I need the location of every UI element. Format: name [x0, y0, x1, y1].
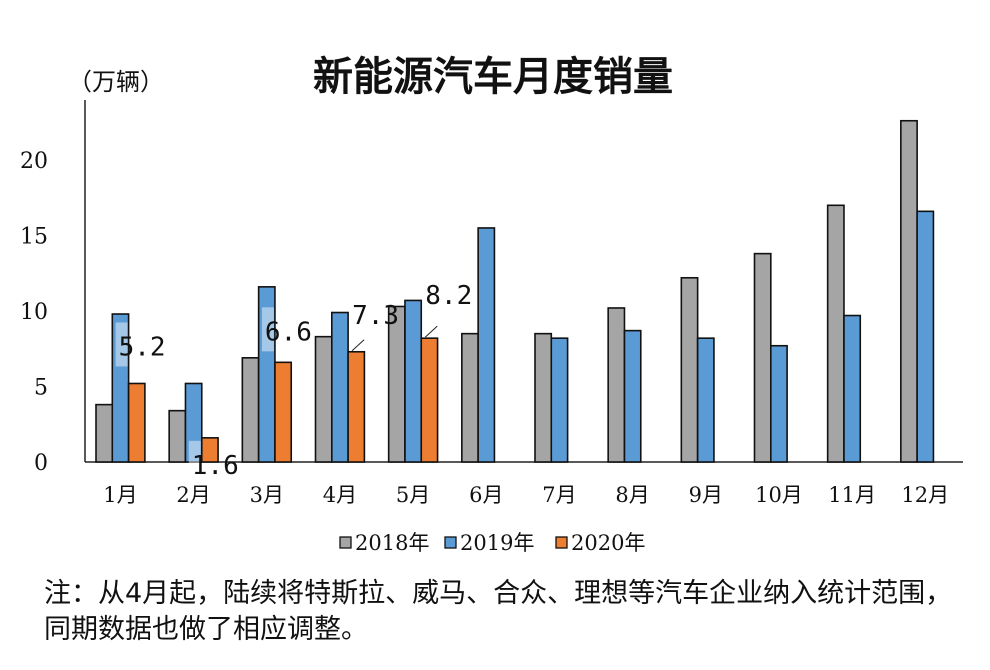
- y-tick-label: 5: [34, 376, 48, 401]
- bar-2018年-9月: [680, 276, 699, 463]
- x-tick-label: 1月: [103, 483, 137, 507]
- bar-2018年-8月: [607, 307, 626, 463]
- legend-label: 2019年: [460, 531, 534, 555]
- bar-2020年-5月: [420, 337, 439, 463]
- bar-2018年-4月: [314, 335, 333, 463]
- bar-2018年-10月: [753, 252, 772, 463]
- bar-2018年-3月: [241, 357, 260, 463]
- x-tick-label: 9月: [689, 483, 723, 507]
- bar-2018年-12月: [900, 119, 918, 463]
- bar-2019年-7月: [550, 337, 569, 463]
- data-label-leader-line: [351, 339, 365, 352]
- bar-2019年-8月: [623, 329, 642, 463]
- legend: 2018年 2019年 2020年: [339, 531, 645, 555]
- bar-2018年-6月: [461, 332, 479, 463]
- footnote: 注：从4月起，陆续将特斯拉、威马、合众、理想等汽车企业纳入统计范围，同期数据也做…: [44, 578, 953, 645]
- y-tick-label: 0: [34, 451, 48, 476]
- x-tick-label: 5月: [396, 483, 430, 507]
- y-axis-unit-label: （万辆）: [68, 68, 164, 96]
- bar-2019年-5月: [404, 299, 423, 463]
- bar-2019年-9月: [696, 337, 715, 463]
- x-tick-labels: 1月 2月 3月 4月 5月 6月 7月 8月 9月 10月 11月 12月: [103, 483, 949, 507]
- bar-2019年-6月: [477, 227, 496, 463]
- data-label-background: [261, 307, 274, 352]
- data-label: 8.2: [425, 281, 472, 311]
- data-label-background: [422, 271, 435, 316]
- bar-2020年-3月: [274, 361, 293, 463]
- y-tick-label: 10: [20, 300, 48, 325]
- data-labels: 5.2 1.6 6.6 7.3 8.2: [115, 271, 472, 485]
- bar-2019年-11月: [843, 314, 862, 463]
- data-label: 5.2: [119, 332, 166, 362]
- chart-title: 新能源汽车月度销量: [313, 54, 673, 100]
- data-label-background: [188, 440, 201, 485]
- data-label-leader-line: [424, 325, 438, 338]
- data-label: 1.6: [192, 451, 239, 481]
- x-tick-label: 3月: [250, 483, 284, 507]
- bar-2018年-7月: [534, 332, 553, 463]
- bar-2018年-1月: [95, 403, 114, 463]
- bar-2020年-1月: [127, 382, 146, 463]
- legend-swatch-2019年: [444, 536, 457, 549]
- y-tick-label: 15: [20, 225, 48, 250]
- y-ticks: 0 5 10 15 20: [20, 149, 48, 476]
- x-tick-label: 10月: [755, 483, 803, 507]
- legend-label: 2020年: [571, 531, 645, 555]
- legend-swatch-2020年: [555, 536, 568, 549]
- y-tick-label: 20: [20, 149, 48, 174]
- data-label-background: [349, 290, 362, 335]
- bar-2019年-12月: [916, 210, 935, 463]
- bar-2018年-11月: [826, 204, 845, 463]
- bars: [95, 119, 935, 463]
- data-label: 7.3: [352, 301, 399, 331]
- x-tick-label: 4月: [323, 483, 357, 507]
- bar-2019年-2月: [184, 382, 203, 463]
- data-label: 6.6: [265, 317, 312, 347]
- x-tick-label: 7月: [542, 483, 576, 507]
- x-tick-label: 2月: [176, 483, 210, 507]
- bar-2018年-2月: [168, 409, 187, 463]
- legend-swatch-2018年: [339, 536, 352, 549]
- x-tick-label: 12月: [901, 483, 949, 507]
- legend-label: 2018年: [355, 531, 429, 555]
- bar-2020年-4月: [347, 350, 366, 463]
- bar-2019年-4月: [330, 311, 349, 463]
- x-tick-label: 8月: [615, 483, 649, 507]
- bar-2020年-2月: [200, 437, 219, 463]
- x-tick-label: 11月: [828, 483, 876, 507]
- bar-2019年-10月: [769, 344, 788, 463]
- x-tick-label: 6月: [469, 483, 503, 507]
- data-label-background: [115, 322, 128, 367]
